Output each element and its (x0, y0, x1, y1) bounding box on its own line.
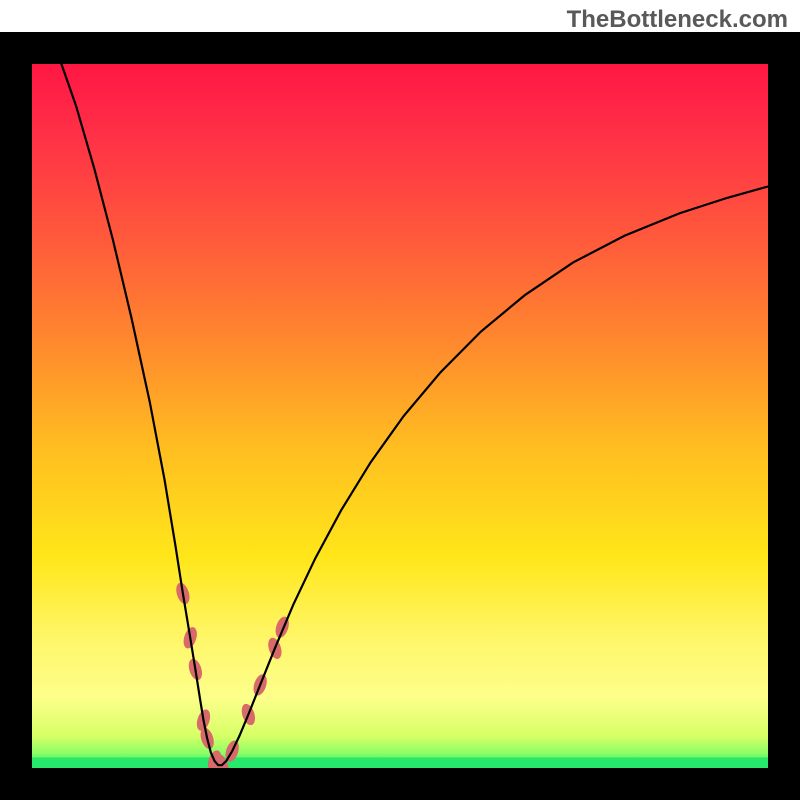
frame-top (0, 32, 800, 64)
watermark-text: TheBottleneck.com (567, 6, 788, 34)
frame-left (0, 32, 32, 800)
bottleneck-chart (32, 64, 768, 768)
gradient-background (32, 64, 768, 768)
frame-bottom (0, 768, 800, 800)
frame-right (768, 32, 800, 800)
green-band (32, 757, 768, 768)
plot-area (32, 64, 768, 768)
